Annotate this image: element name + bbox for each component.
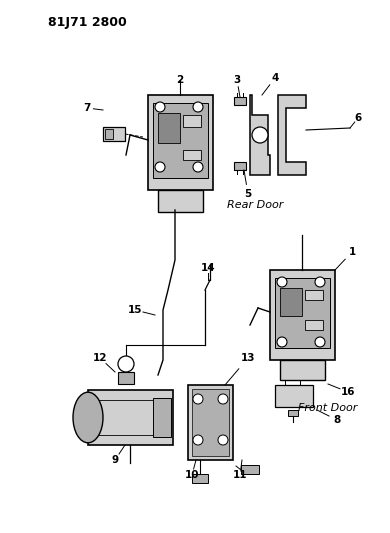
Text: 12: 12 bbox=[93, 353, 107, 363]
Circle shape bbox=[218, 435, 228, 445]
Ellipse shape bbox=[73, 392, 103, 443]
Bar bbox=[118, 372, 134, 384]
Text: 5: 5 bbox=[245, 189, 252, 199]
Text: 16: 16 bbox=[341, 387, 355, 397]
Circle shape bbox=[193, 394, 203, 404]
Bar bbox=[153, 103, 208, 178]
Bar bbox=[280, 360, 325, 380]
Bar bbox=[192, 389, 229, 456]
Bar bbox=[234, 97, 246, 105]
Bar bbox=[183, 150, 201, 160]
Bar bbox=[234, 162, 246, 170]
Circle shape bbox=[252, 127, 268, 143]
Bar bbox=[188, 385, 233, 460]
Bar bbox=[103, 127, 125, 141]
Circle shape bbox=[218, 394, 228, 404]
Text: 8: 8 bbox=[333, 415, 340, 425]
Text: 4: 4 bbox=[271, 73, 279, 83]
Text: 13: 13 bbox=[241, 353, 255, 363]
Polygon shape bbox=[278, 95, 306, 175]
Text: 81J71 2800: 81J71 2800 bbox=[48, 16, 127, 29]
Bar bbox=[148, 95, 213, 190]
Text: 9: 9 bbox=[112, 455, 119, 465]
Text: 3: 3 bbox=[233, 75, 241, 85]
Text: 14: 14 bbox=[201, 263, 215, 273]
Bar bbox=[270, 270, 335, 360]
Text: 1: 1 bbox=[348, 247, 356, 257]
Circle shape bbox=[277, 277, 287, 287]
Bar bbox=[153, 398, 171, 437]
Text: 6: 6 bbox=[355, 113, 362, 123]
Circle shape bbox=[193, 435, 203, 445]
Text: Front Door: Front Door bbox=[298, 403, 358, 413]
Bar bbox=[305, 320, 323, 330]
Bar bbox=[280, 288, 302, 316]
Text: 15: 15 bbox=[128, 305, 142, 315]
Text: 10: 10 bbox=[185, 470, 199, 480]
Text: Rear Door: Rear Door bbox=[227, 200, 283, 210]
Text: 2: 2 bbox=[176, 75, 184, 85]
Circle shape bbox=[193, 162, 203, 172]
Text: 11: 11 bbox=[233, 470, 247, 480]
Circle shape bbox=[155, 102, 165, 112]
Circle shape bbox=[193, 102, 203, 112]
Bar bbox=[288, 410, 298, 416]
Bar bbox=[158, 190, 203, 212]
Circle shape bbox=[118, 356, 134, 372]
Text: 7: 7 bbox=[83, 103, 91, 113]
Circle shape bbox=[155, 162, 165, 172]
Bar bbox=[183, 115, 201, 127]
Bar bbox=[275, 385, 313, 407]
Polygon shape bbox=[250, 95, 270, 175]
Bar bbox=[192, 474, 208, 483]
Bar bbox=[158, 113, 180, 143]
Bar bbox=[241, 465, 259, 474]
Bar bbox=[105, 129, 113, 139]
Bar bbox=[88, 390, 173, 445]
Bar bbox=[305, 290, 323, 300]
Bar bbox=[275, 278, 330, 348]
Circle shape bbox=[315, 277, 325, 287]
Circle shape bbox=[277, 337, 287, 347]
Circle shape bbox=[315, 337, 325, 347]
